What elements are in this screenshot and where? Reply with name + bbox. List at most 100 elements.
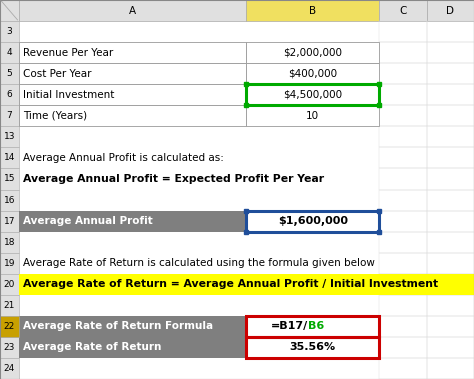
Bar — [19, 147, 474, 168]
Text: $2,000,000: $2,000,000 — [283, 48, 342, 58]
Text: 14: 14 — [4, 153, 15, 163]
Text: 6: 6 — [7, 90, 12, 99]
Bar — [0, 253, 474, 274]
Bar — [379, 295, 427, 316]
Bar — [427, 274, 474, 295]
Bar — [379, 211, 427, 232]
Bar — [19, 190, 474, 211]
Bar — [19, 168, 474, 190]
Text: 22: 22 — [4, 322, 15, 331]
Bar — [0, 84, 19, 105]
Bar — [379, 63, 427, 84]
Bar — [19, 232, 474, 253]
Bar — [246, 105, 379, 126]
Bar — [0, 316, 19, 337]
Bar — [19, 253, 474, 274]
Text: 16: 16 — [4, 196, 15, 205]
Bar — [379, 232, 427, 253]
Bar — [0, 168, 474, 190]
Text: 13: 13 — [4, 132, 15, 141]
Bar — [0, 63, 474, 84]
Bar — [427, 21, 474, 42]
Bar — [246, 84, 379, 105]
Text: Average Rate of Return = Average Annual Profit / Initial Investment: Average Rate of Return = Average Annual … — [23, 279, 438, 289]
Bar — [379, 253, 427, 274]
Bar — [0, 147, 19, 168]
Bar — [0, 168, 19, 190]
Bar — [19, 126, 474, 147]
Text: D: D — [447, 6, 454, 16]
Text: Cost Per Year: Cost Per Year — [23, 69, 91, 79]
Bar — [0, 316, 474, 337]
Bar — [0, 337, 474, 358]
Bar — [19, 337, 474, 358]
Bar — [0, 253, 19, 274]
Text: Revenue Per Year: Revenue Per Year — [23, 48, 113, 58]
Bar — [246, 211, 379, 232]
Text: 35.56%: 35.56% — [290, 342, 336, 352]
Bar — [246, 84, 379, 105]
Bar — [19, 211, 246, 232]
Text: Average Rate of Return Formula: Average Rate of Return Formula — [23, 321, 213, 331]
Bar — [246, 211, 379, 232]
Text: 5: 5 — [7, 69, 12, 78]
Text: Average Rate of Return: Average Rate of Return — [23, 342, 161, 352]
Bar — [19, 84, 474, 105]
Bar — [19, 63, 246, 84]
Text: B: B — [309, 6, 317, 16]
Bar — [427, 42, 474, 63]
Text: 3: 3 — [7, 27, 12, 36]
Text: 20: 20 — [4, 280, 15, 289]
Bar — [427, 232, 474, 253]
Bar — [427, 126, 474, 147]
Bar — [0, 274, 474, 295]
Bar — [19, 274, 474, 295]
Bar — [0, 358, 19, 379]
Bar — [0, 84, 474, 105]
Bar — [246, 337, 379, 358]
Bar — [19, 316, 246, 337]
Bar — [0, 21, 474, 42]
Bar — [246, 0, 379, 21]
Bar — [0, 42, 474, 63]
Bar — [379, 190, 427, 211]
Bar — [0, 190, 474, 211]
Text: 24: 24 — [4, 364, 15, 373]
Bar — [19, 42, 246, 63]
Bar — [19, 84, 246, 105]
Bar — [427, 168, 474, 190]
Text: 10: 10 — [306, 111, 319, 121]
Text: $400,000: $400,000 — [288, 69, 337, 79]
Text: Average Annual Profit is calculated as:: Average Annual Profit is calculated as: — [23, 153, 224, 163]
Text: Time (Years): Time (Years) — [23, 111, 87, 121]
Text: 4: 4 — [7, 48, 12, 57]
Bar — [0, 126, 19, 147]
Bar — [19, 337, 246, 358]
Text: 19: 19 — [4, 259, 15, 268]
Bar — [0, 190, 19, 211]
Text: C: C — [399, 6, 407, 16]
Bar — [19, 63, 474, 84]
Bar — [427, 295, 474, 316]
Bar — [0, 232, 19, 253]
Bar — [19, 211, 474, 232]
Bar — [379, 105, 427, 126]
Bar — [379, 0, 427, 21]
Bar — [379, 358, 427, 379]
Bar — [19, 295, 474, 316]
Text: Initial Investment: Initial Investment — [23, 90, 114, 100]
Text: $1,600,000: $1,600,000 — [278, 216, 348, 226]
Bar — [19, 358, 474, 379]
Text: B6: B6 — [308, 321, 324, 331]
Text: Average Annual Profit = Expected Profit Per Year: Average Annual Profit = Expected Profit … — [23, 174, 324, 184]
Bar — [0, 126, 474, 147]
Bar — [246, 337, 379, 358]
Bar — [427, 358, 474, 379]
Bar — [0, 0, 19, 21]
Bar — [0, 105, 19, 126]
Bar — [0, 42, 19, 63]
Bar — [0, 21, 19, 42]
Bar — [0, 295, 19, 316]
Bar — [0, 316, 19, 337]
Bar — [379, 274, 427, 295]
